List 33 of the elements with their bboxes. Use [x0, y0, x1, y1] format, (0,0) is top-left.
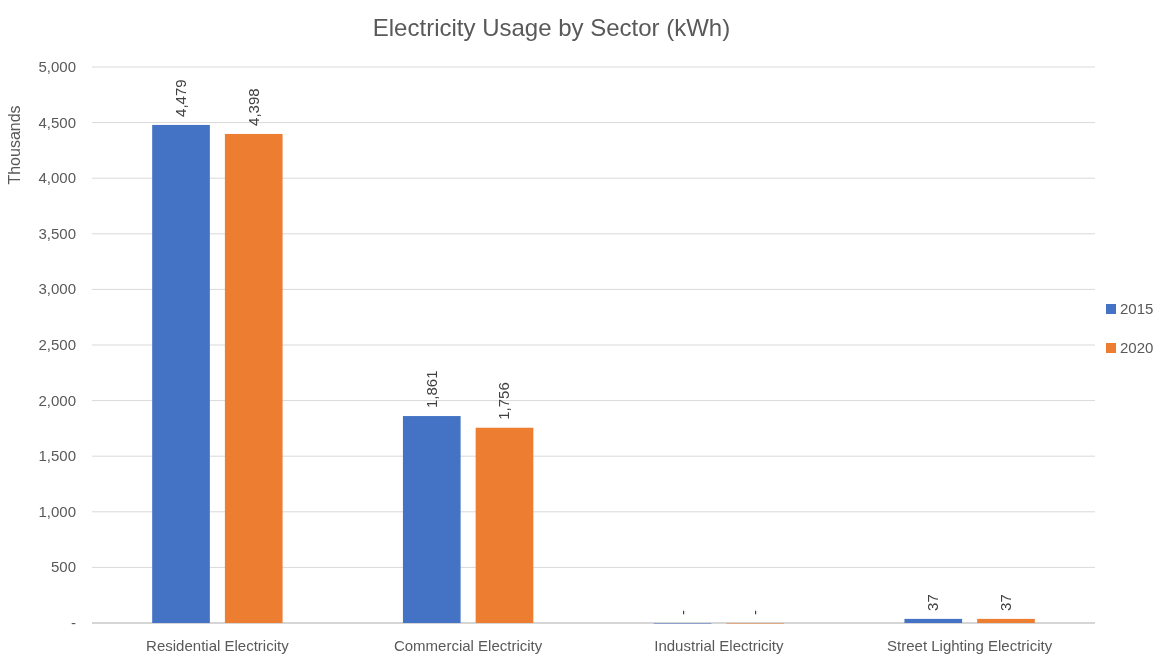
- x-tick-label: Residential Electricity: [146, 637, 290, 654]
- data-label: -: [673, 610, 691, 615]
- y-tick-label: 2,000: [38, 391, 76, 409]
- legend-label: 2015: [1120, 300, 1154, 317]
- data-label: 37: [996, 594, 1014, 611]
- data-label: 1,861: [422, 370, 440, 409]
- bar: [977, 618, 1035, 623]
- x-tick-label: Street Lighting Electricity: [887, 637, 1053, 654]
- y-tick-label: 3,000: [38, 280, 76, 298]
- y-tick-label: -: [71, 614, 76, 631]
- data-label: 4,398: [244, 88, 262, 126]
- legend-label: 2020: [1120, 339, 1154, 356]
- data-label: -: [746, 610, 764, 615]
- y-tick-label: 5,000: [38, 58, 76, 75]
- chart-title: Electricity Usage by Sector (kWh): [372, 14, 731, 41]
- y-axis-title: Thousands: [6, 105, 23, 185]
- y-tick-label: 4,000: [38, 169, 76, 187]
- bar: [224, 133, 283, 623]
- y-tick-label: 2,500: [38, 336, 76, 353]
- bar: [475, 427, 534, 623]
- y-tick-label: 3,500: [38, 224, 76, 242]
- y-tick-label: 4,500: [38, 113, 76, 131]
- y-tick-label: 1,500: [38, 447, 76, 465]
- x-tick-label: Industrial Electricity: [654, 637, 784, 654]
- y-tick-label: 500: [50, 558, 76, 576]
- x-tick-label: Commercial Electricity: [393, 637, 543, 654]
- bar: [152, 124, 210, 623]
- data-label: 1,756: [495, 382, 513, 420]
- data-label: 37: [924, 594, 942, 611]
- bar: [904, 618, 963, 623]
- bar: [402, 416, 461, 623]
- y-tick-label: 1,000: [38, 502, 76, 520]
- data-label: 4,479: [172, 79, 190, 117]
